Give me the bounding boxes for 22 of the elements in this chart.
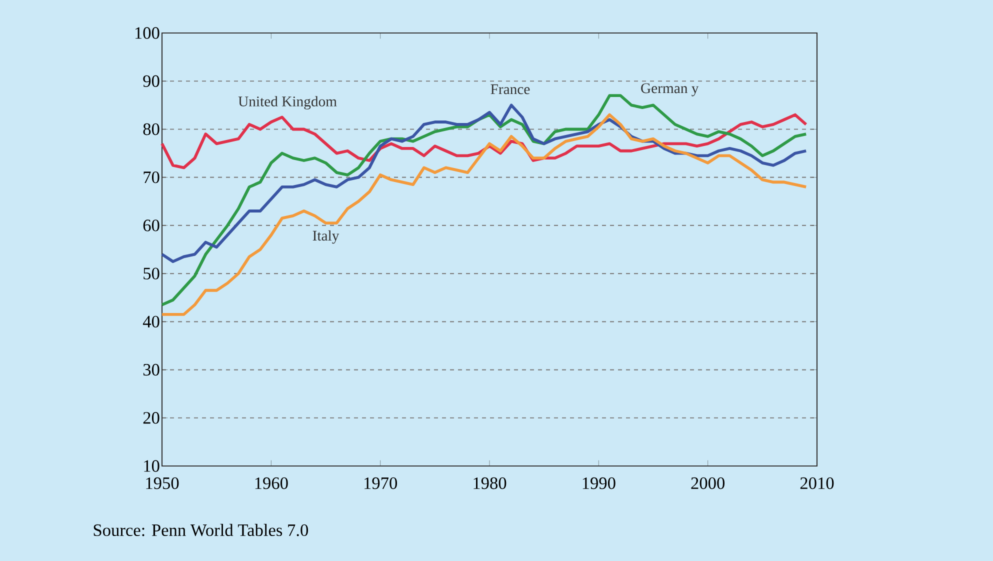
y-tick-label: 30	[143, 364, 160, 376]
x-tick-label: 1980	[474, 477, 506, 490]
y-tick-label: 20	[143, 412, 160, 424]
y-tick-label: 90	[143, 75, 160, 87]
y-tick-label: 60	[143, 220, 160, 232]
y-tick-label: 80	[143, 123, 160, 136]
series-label: Italy	[312, 230, 340, 244]
x-tick-label: 2010	[800, 477, 834, 490]
x-tick-label: 1950	[146, 477, 179, 490]
series-label: German y	[641, 83, 699, 96]
y-tick-label: 10	[144, 460, 160, 472]
x-tick-label: 1990	[582, 477, 616, 490]
y-tick-label: 100	[135, 27, 160, 39]
source-note: Source: Penn World Tables 7.0	[94, 524, 308, 536]
y-tick-label: 50	[144, 268, 160, 280]
y-tick-label: 40	[142, 316, 160, 328]
x-tick-label: 2000	[691, 477, 725, 490]
y-tick-label: 70	[144, 171, 160, 184]
x-tick-label: 1970	[364, 477, 398, 490]
series-label: France	[490, 84, 530, 94]
series-label: United Kingdom	[238, 96, 337, 110]
x-tick-label: 1960	[255, 477, 288, 490]
